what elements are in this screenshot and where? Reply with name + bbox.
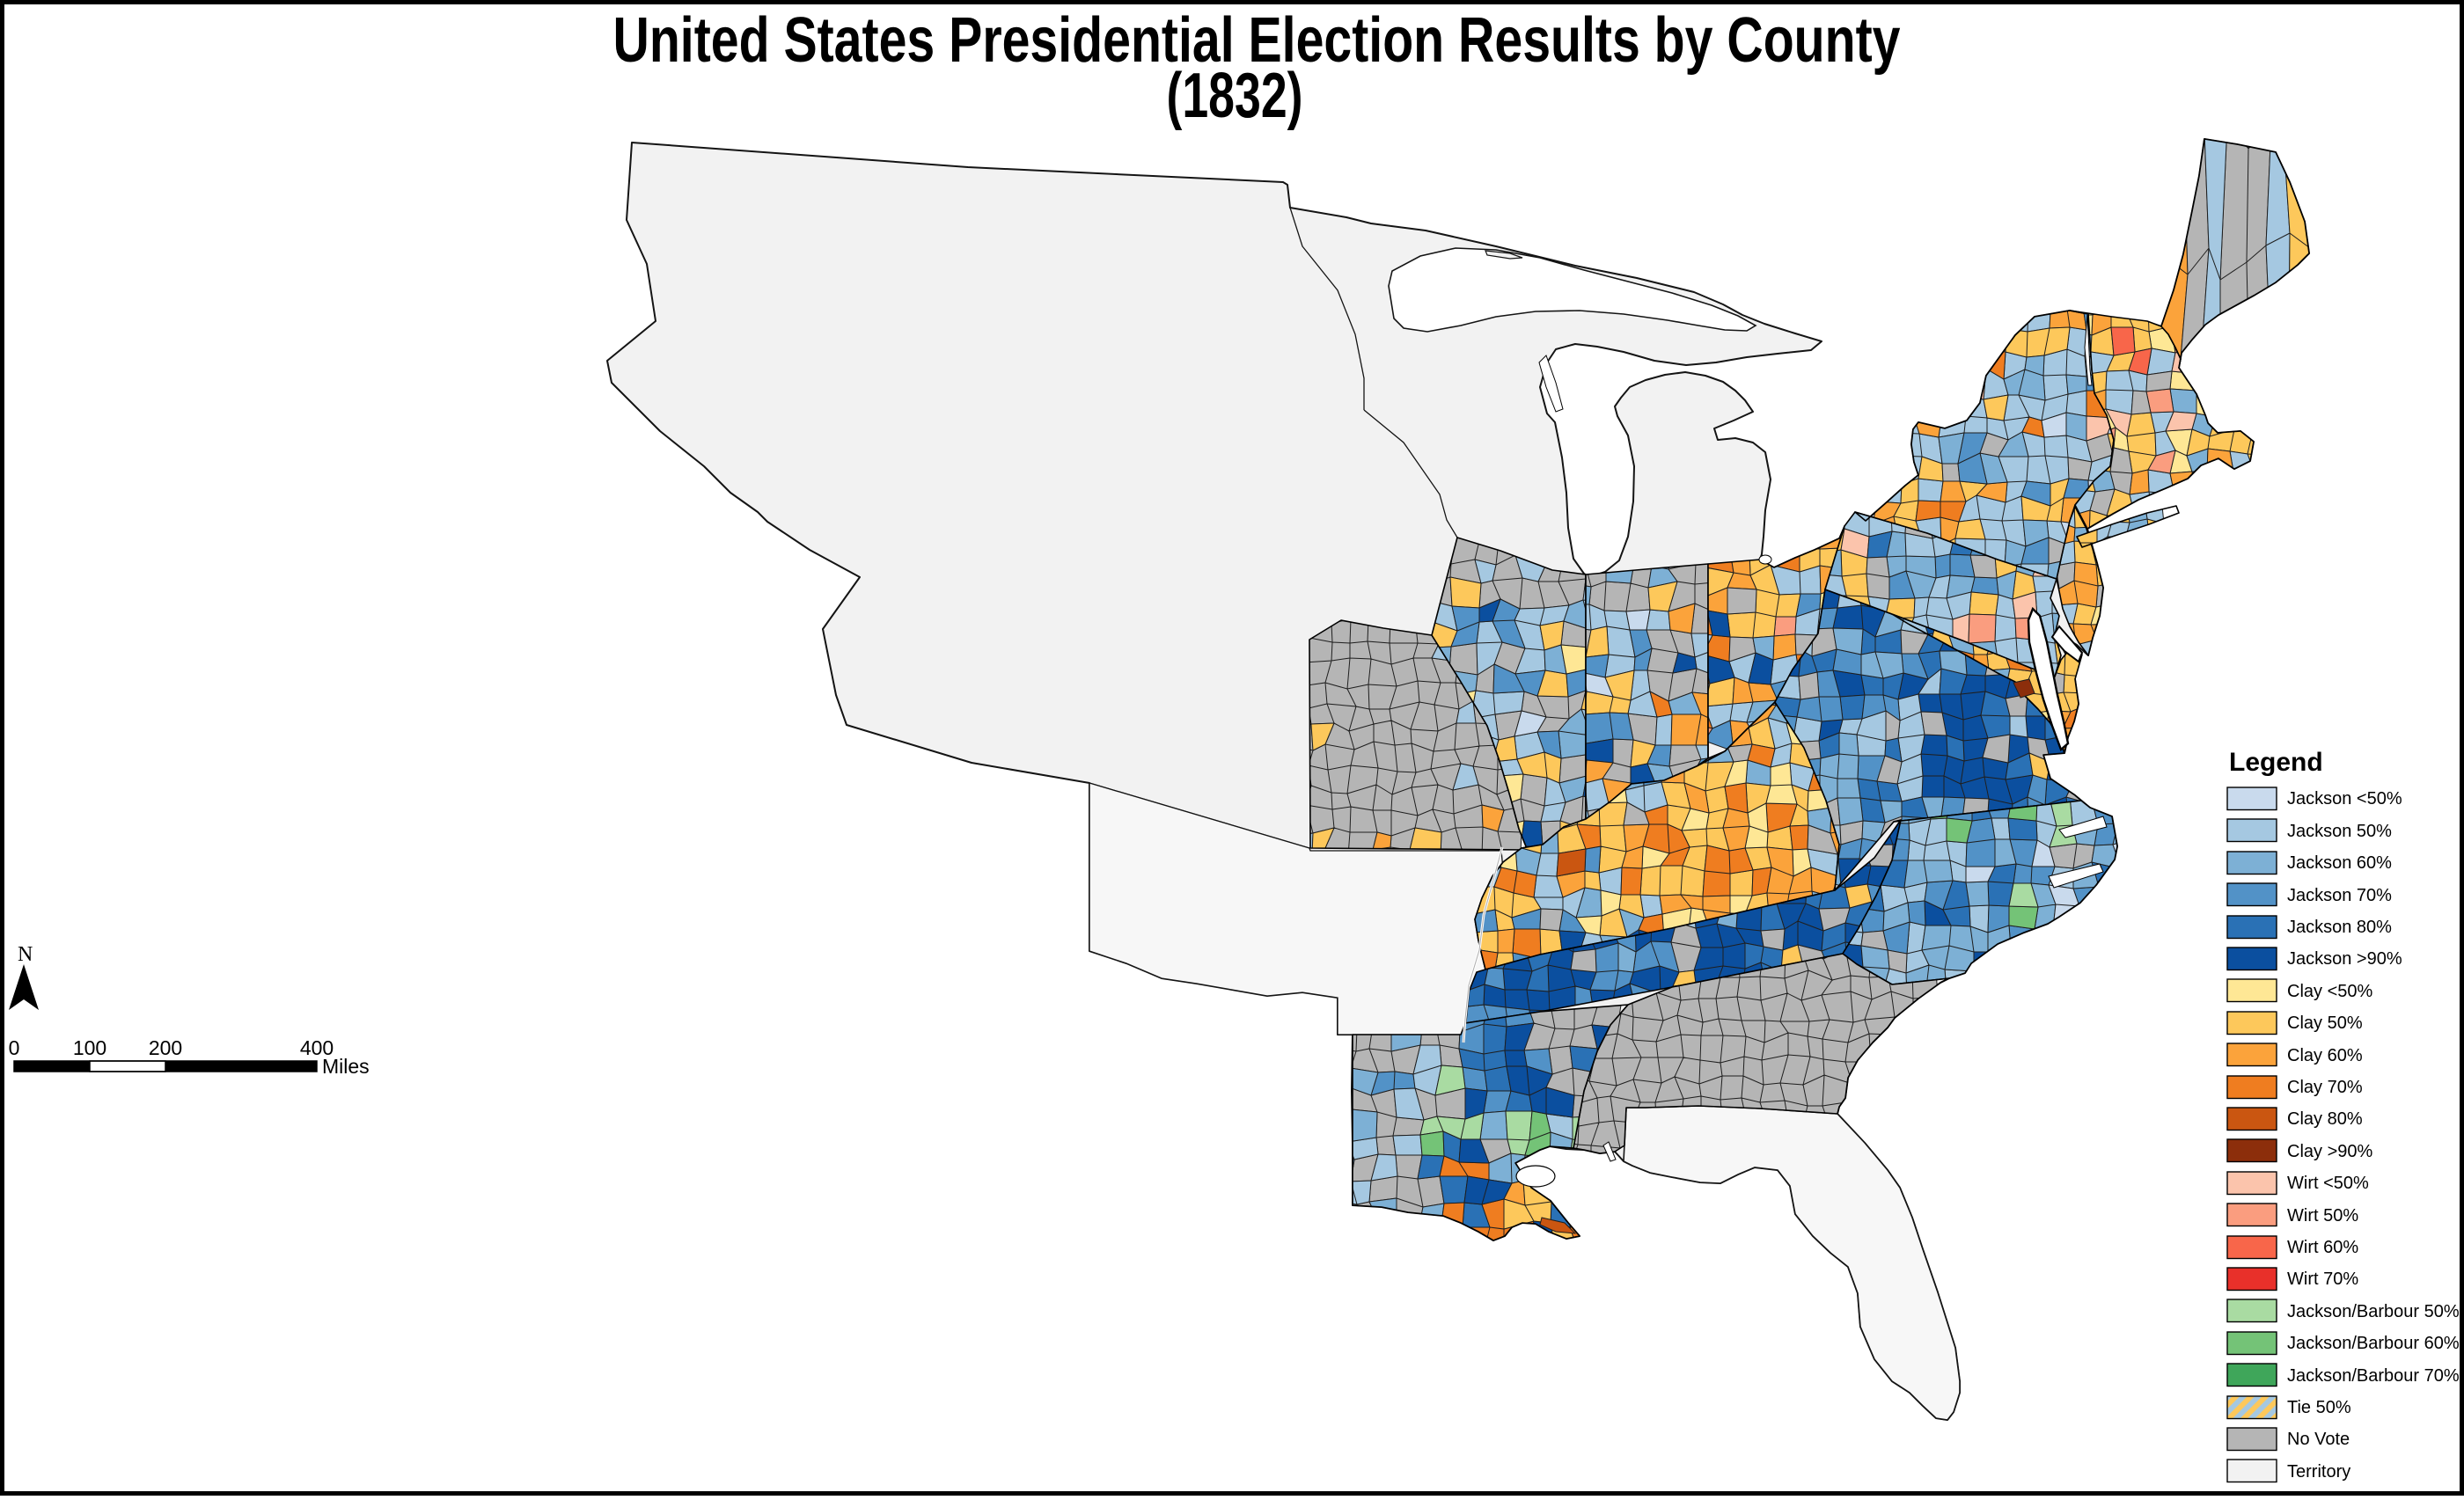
svg-text:Clay <50%: Clay <50% <box>2287 982 2372 1001</box>
svg-text:Wirt 70%: Wirt 70% <box>2287 1270 2358 1289</box>
svg-text:No Vote: No Vote <box>2287 1430 2350 1449</box>
svg-text:N: N <box>18 943 33 966</box>
svg-text:100: 100 <box>73 1036 106 1059</box>
svg-text:Jackson 80%: Jackson 80% <box>2287 918 2392 937</box>
svg-text:Jackson 70%: Jackson 70% <box>2287 886 2392 905</box>
svg-text:Clay 50%: Clay 50% <box>2287 1013 2363 1033</box>
svg-text:Clay 80%: Clay 80% <box>2287 1109 2363 1129</box>
svg-text:Miles: Miles <box>322 1055 370 1078</box>
svg-text:200: 200 <box>149 1036 182 1059</box>
svg-text:Jackson/Barbour 50%: Jackson/Barbour 50% <box>2287 1302 2460 1321</box>
svg-text:Wirt 60%: Wirt 60% <box>2287 1238 2358 1257</box>
svg-text:(1832): (1832) <box>1167 61 1303 131</box>
svg-text:Jackson 50%: Jackson 50% <box>2287 822 2392 841</box>
svg-text:Jackson >90%: Jackson >90% <box>2287 949 2402 969</box>
svg-text:0: 0 <box>9 1036 20 1059</box>
svg-text:United States Presidential Ele: United States Presidential Election Resu… <box>613 5 1901 76</box>
svg-text:Clay >90%: Clay >90% <box>2287 1142 2372 1161</box>
svg-text:Clay 70%: Clay 70% <box>2287 1078 2363 1097</box>
svg-text:Jackson/Barbour 70%: Jackson/Barbour 70% <box>2287 1366 2460 1386</box>
svg-text:Territory: Territory <box>2287 1462 2350 1482</box>
svg-text:Jackson 60%: Jackson 60% <box>2287 853 2392 873</box>
svg-text:Tie 50%: Tie 50% <box>2287 1398 2351 1417</box>
svg-text:Wirt 50%: Wirt 50% <box>2287 1206 2358 1226</box>
svg-text:Jackson/Barbour 60%: Jackson/Barbour 60% <box>2287 1334 2460 1353</box>
svg-text:400: 400 <box>300 1036 334 1059</box>
svg-text:Wirt <50%: Wirt <50% <box>2287 1174 2369 1193</box>
svg-text:Clay 60%: Clay 60% <box>2287 1046 2363 1065</box>
svg-text:Legend: Legend <box>2229 748 2323 777</box>
svg-text:Jackson <50%: Jackson <50% <box>2287 789 2402 809</box>
